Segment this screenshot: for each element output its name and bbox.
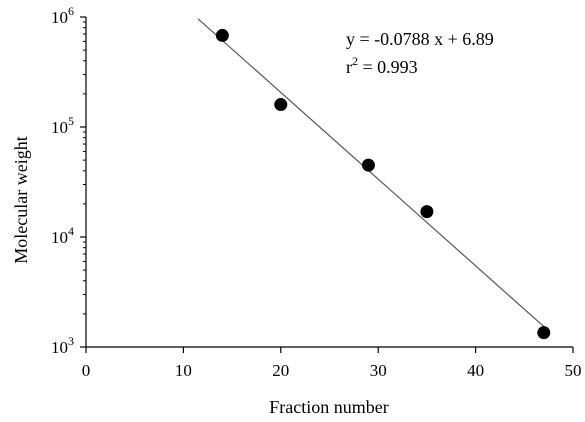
x-axis-title: Fraction number (269, 397, 388, 417)
x-tick-label: 40 (467, 361, 484, 380)
data-point (420, 205, 434, 219)
data-point (537, 326, 551, 340)
x-tick-label: 10 (175, 361, 192, 380)
fit-line-layer (197, 18, 550, 332)
y-tick-exponent: 4 (68, 224, 74, 238)
r-squared-value: = 0.993 (358, 57, 418, 77)
x-tick-label: 30 (370, 361, 387, 380)
r-squared-symbol: r (346, 57, 352, 77)
axes (80, 16, 574, 353)
r-squared-exponent: 2 (352, 54, 358, 68)
data-point (361, 158, 375, 172)
y-tick-exponent: 5 (68, 114, 74, 128)
x-tick-label: 0 (82, 361, 91, 380)
y-tick-base: 10 (51, 118, 68, 137)
x-tick-label: 20 (272, 361, 289, 380)
y-tick-label: 104 (51, 224, 74, 247)
y-axis-title: Molecular weight (11, 136, 31, 263)
x-tick-label: 50 (565, 361, 582, 380)
fit-equation: y = -0.0788 x + 6.89 (346, 29, 494, 49)
y-tick-exponent: 3 (68, 334, 74, 348)
y-tick-label: 105 (51, 114, 74, 137)
y-tick-label: 106 (51, 4, 74, 27)
y-tick-base: 10 (51, 338, 68, 357)
regression-line (197, 18, 550, 332)
y-tick-exponent: 6 (68, 4, 74, 18)
data-point (215, 28, 229, 42)
data-point (274, 98, 288, 112)
data-points (215, 28, 551, 340)
y-tick-base: 10 (51, 228, 68, 247)
r-squared: r2 = 0.993 (346, 54, 418, 77)
y-tick-base: 10 (51, 8, 68, 27)
y-tick-label: 103 (51, 334, 74, 357)
